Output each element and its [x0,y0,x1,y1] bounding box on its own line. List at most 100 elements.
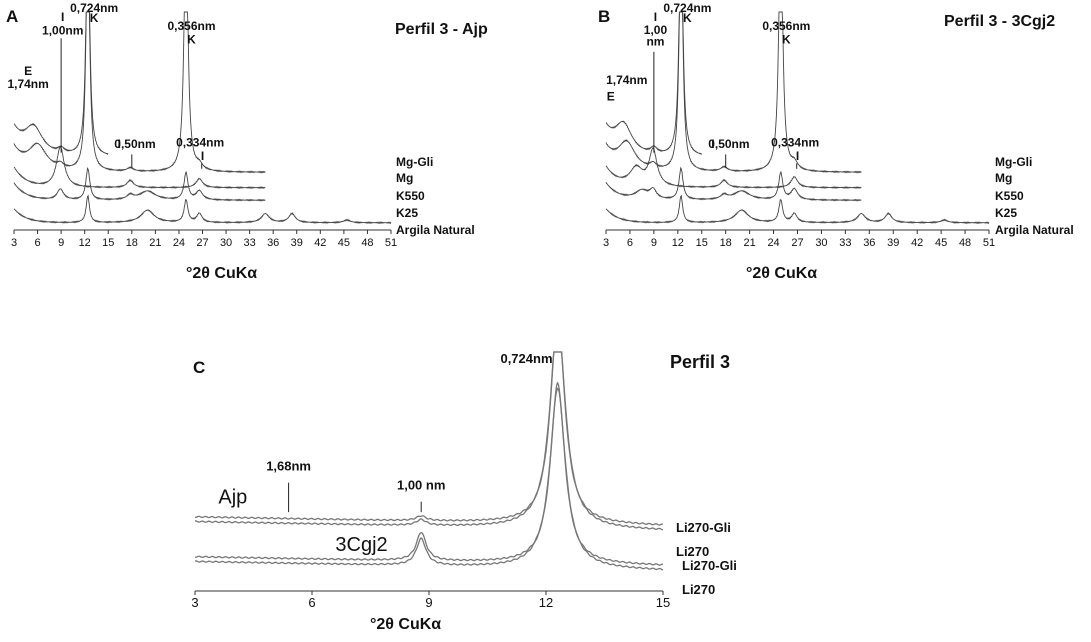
peak-annotation: 0,724nm [500,351,552,366]
x-tick-label: 15 [696,237,708,249]
x-tick-label: 45 [935,237,947,249]
peak-annotation: 0,50nm [708,137,749,151]
peak-annotation: Ajp [218,487,247,509]
x-tick-label: 51 [983,237,995,249]
series-line [605,166,862,202]
x-tick-label: 27 [196,237,208,249]
series-line [13,166,266,202]
peak-annotation: nm [646,35,664,49]
panel-a-title: Perfil 3 - Ajp [395,21,488,38]
x-tick-label: 36 [267,237,279,249]
series-line [194,387,664,571]
series-label: Mg [995,171,1012,185]
series-label: Mg-Gli [995,155,1032,169]
x-tick-label: 30 [815,237,827,249]
x-tick-label: 18 [720,237,732,249]
x-tick-label: 6 [308,595,315,610]
x-tick-label: 21 [744,237,756,249]
x-tick-label: 33 [244,237,256,249]
peak-annotation: I [61,10,64,24]
x-tick-label: 3 [191,595,198,610]
x-tick-label: 3 [603,237,609,249]
series-label: Li270 [676,544,709,559]
peak-annotation: I [201,149,204,163]
x-tick-label: 39 [887,237,899,249]
peak-annotation: 1,00 nm [397,477,445,492]
series-line [13,194,392,225]
x-tick-label: 30 [220,237,232,249]
series-label: Li270-Gli [682,558,737,573]
peak-annotation: 0,356nm [762,19,810,33]
panel-b-letter: B [598,7,610,26]
peak-annotation: E [607,89,615,103]
x-tick-label: 6 [627,237,633,249]
series-line [605,194,990,225]
peak-annotation: I [654,10,657,24]
x-tick-label: 39 [291,237,303,249]
x-tick-label: 9 [651,237,657,249]
x-tick-label: 3 [11,237,17,249]
x-tick-label: 9 [58,237,64,249]
peak-annotation: 0,724nm [70,1,118,15]
peak-annotation: K [187,33,196,47]
x-tick-label: 12 [79,237,91,249]
peak-annotation: 0,356nm [167,19,215,33]
x-tick-label: 42 [314,237,326,249]
panel-a-letter: A [6,7,18,26]
x-tick-label: 33 [839,237,851,249]
x-tick-label: 42 [911,237,923,249]
x-tick-label: 27 [791,237,803,249]
panel-c-title: Perfil 3 [670,352,730,372]
peak-annotation: 3Cgj2 [335,534,387,556]
x-tick-label: 36 [863,237,875,249]
peak-annotation: 1,74nm [606,73,647,87]
peak-annotation: 1,00 [644,23,668,37]
peak-annotation: 1,00nm [42,24,83,38]
series-label: Argila Natural [396,223,475,237]
peak-annotation: I [118,137,121,151]
series-line [194,381,664,566]
series-label: Li270 [682,582,715,597]
series-label: K550 [396,189,425,203]
panel-a: A Perfil 3 - Ajp °2θ CuKα 3 6 9 12 15 18 21 24 2… [6,1,488,282]
x-tick-label: 12 [672,237,684,249]
panel-b-xlabel: °2θ CuKα [746,265,817,282]
x-tick-label: 45 [338,237,350,249]
peak-annotation: 0,334nm [771,135,819,149]
panel-a-xlabel: °2θ CuKα [186,265,257,282]
panel-c: C Perfil 3 °2θ CuKα 3 6 9 12 15Li270-GliLi27… [191,351,737,633]
x-tick-label: 6 [35,237,41,249]
series-label: K550 [995,189,1024,203]
x-tick-label: 48 [959,237,971,249]
series-label: Mg [396,171,413,185]
series-label: Li270-Gli [676,520,731,535]
x-tick-label: 18 [126,237,138,249]
series-label: K25 [396,206,418,220]
x-tick-label: 9 [425,595,432,610]
series-label: Mg-Gli [396,155,433,169]
x-tick-label: 12 [539,595,553,610]
x-tick-label: 48 [361,237,373,249]
x-tick-label: 21 [149,237,161,249]
peak-annotation: K [683,11,692,25]
peak-annotation: I [796,149,799,163]
x-tick-label: 51 [385,237,397,249]
peak-annotation: 0,50nm [114,137,155,151]
x-tick-label: 24 [767,237,779,249]
series-label: K25 [995,206,1017,220]
peak-annotation: 1,74nm [7,77,48,91]
series-line [605,147,862,190]
series-line [194,351,664,531]
panel-b-title: Perfil 3 - 3Cgj2 [944,13,1055,30]
series-label: Argila Natural [995,223,1074,237]
peak-annotation: E [24,64,32,78]
x-tick-label: 15 [656,595,670,610]
series-line [13,11,266,174]
x-tick-label: 15 [102,237,114,249]
peak-annotation: 0,724nm [663,1,711,15]
peak-annotation: 1,68nm [266,458,311,473]
peak-annotation: K [90,11,99,25]
x-tick-label: 24 [173,237,185,249]
